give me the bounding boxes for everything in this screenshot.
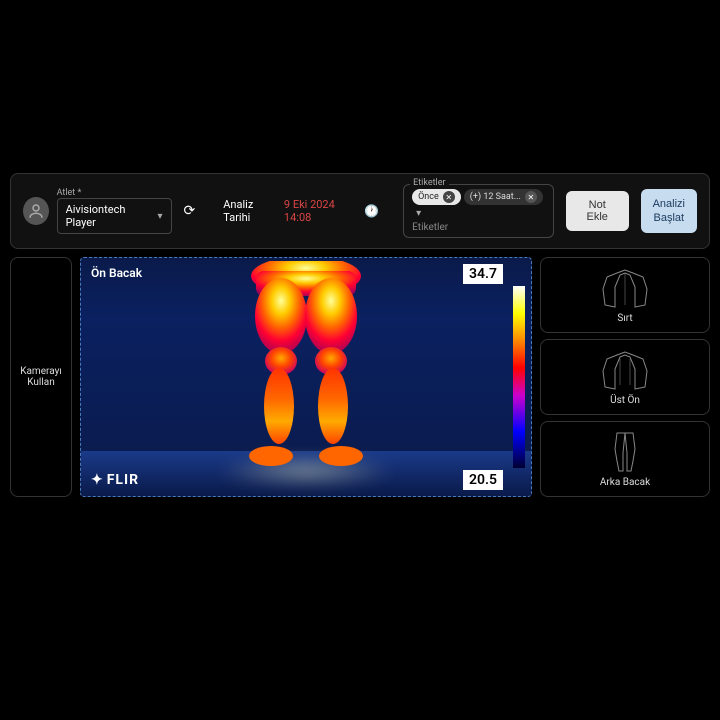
analysis-date-label: Analiz Tarihi xyxy=(223,198,278,224)
thermal-image-view[interactable]: Ön Bacak 34.7 20.5 ✦ FLIR xyxy=(80,257,532,497)
torso-front-icon xyxy=(595,349,655,391)
clock-icon: 🕐 xyxy=(364,204,379,218)
athlete-label: Atlet * xyxy=(57,188,172,198)
flir-logo: ✦ FLIR xyxy=(91,472,139,488)
analysis-date-value: 9 Eki 2024 14:08 xyxy=(284,198,358,224)
legs-back-icon xyxy=(595,431,655,473)
region-label: Sırt xyxy=(617,313,632,324)
refresh-icon[interactable]: ⟳ xyxy=(180,199,200,223)
region-card-legs-back[interactable]: Arka Bacak xyxy=(540,421,710,497)
close-icon[interactable]: ✕ xyxy=(525,191,537,203)
region-label: Üst Ön xyxy=(610,395,640,406)
athlete-section: Atlet * Aivisiontech Player ▾ ⟳ xyxy=(23,188,199,234)
region-selector-panel: Sırt Üst Ön Arka Bacak xyxy=(540,257,710,497)
analysis-date: Analiz Tarihi 9 Eki 2024 14:08 🕐 xyxy=(223,198,379,224)
tags-chips: Önce ✕ (+) 12 Saat... ✕ ▾ xyxy=(412,189,545,219)
thermal-colorbar xyxy=(513,286,525,468)
region-card-back[interactable]: Sırt xyxy=(540,257,710,333)
temperature-high: 34.7 xyxy=(463,264,503,284)
athlete-select[interactable]: Atlet * Aivisiontech Player ▾ xyxy=(57,188,172,234)
region-label: Arka Bacak xyxy=(600,477,650,488)
tags-placeholder: Etiketler xyxy=(412,222,545,233)
add-note-button[interactable]: Not Ekle xyxy=(566,191,629,231)
chevron-down-icon: ▾ xyxy=(157,211,162,222)
athlete-value: Aivisiontech Player xyxy=(66,203,148,229)
chevron-down-icon: ▾ xyxy=(416,208,421,219)
temperature-low: 20.5 xyxy=(463,470,503,490)
torso-back-icon xyxy=(595,267,655,309)
thermal-region-title: Ön Bacak xyxy=(91,266,142,280)
start-analysis-button[interactable]: Analizi Başlat xyxy=(641,189,697,234)
tags-select[interactable]: Etiketler Önce ✕ (+) 12 Saat... ✕ ▾ Etik… xyxy=(403,184,554,238)
thermal-body-illustration xyxy=(81,258,531,496)
close-icon[interactable]: ✕ xyxy=(443,191,455,203)
athlete-avatar[interactable] xyxy=(23,197,49,225)
tags-label: Etiketler xyxy=(410,178,448,188)
tag-chip[interactable]: (+) 12 Saat... ✕ xyxy=(464,189,543,205)
header-bar: Atlet * Aivisiontech Player ▾ ⟳ Analiz T… xyxy=(10,173,710,249)
tag-chip[interactable]: Önce ✕ xyxy=(412,189,461,205)
use-camera-button[interactable]: Kamerayı Kullan xyxy=(10,257,72,497)
region-card-front[interactable]: Üst Ön xyxy=(540,339,710,415)
